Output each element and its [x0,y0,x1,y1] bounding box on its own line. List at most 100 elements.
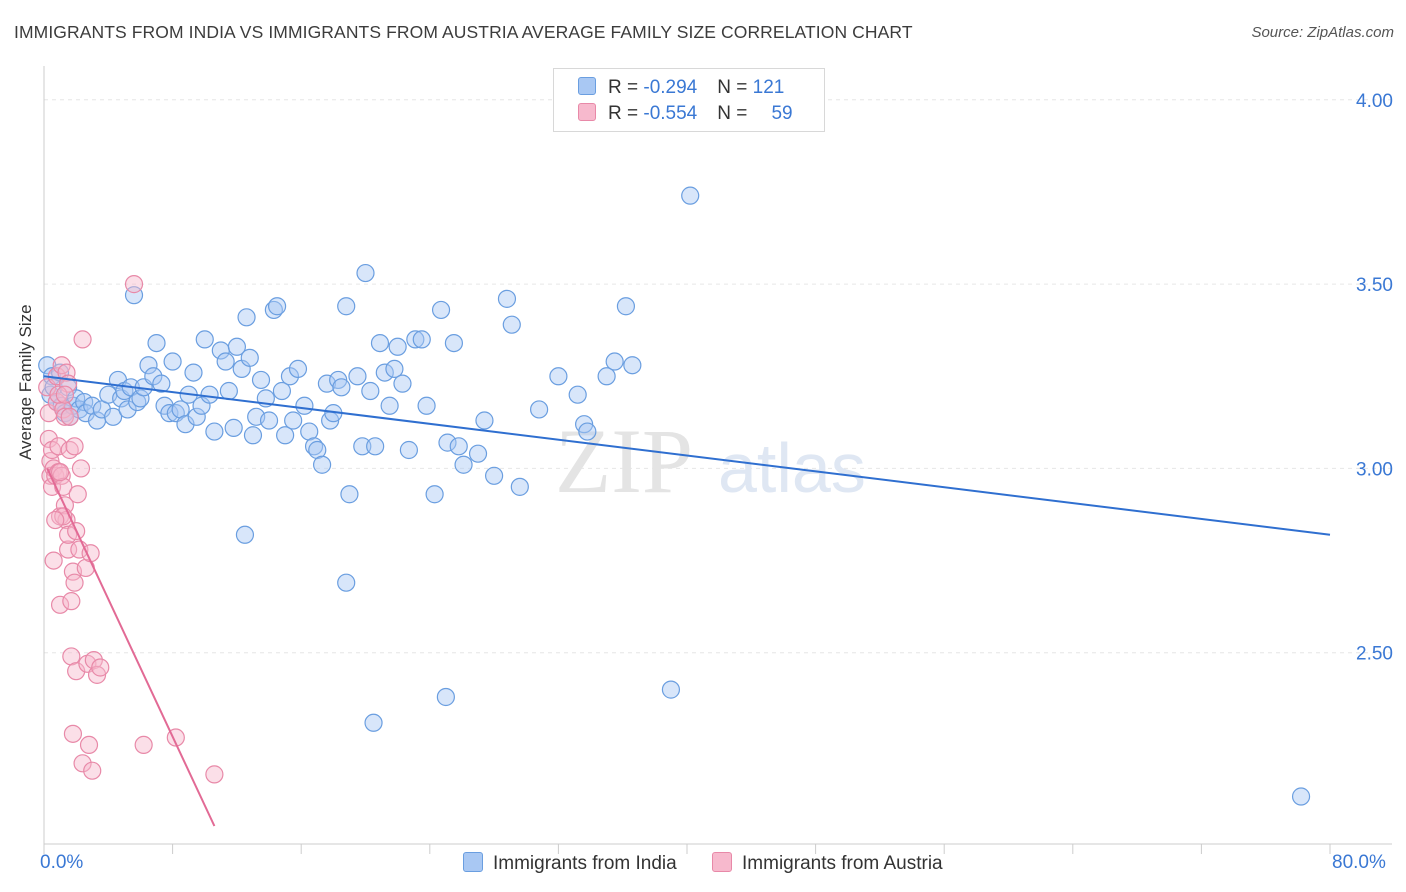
y-tick-label: 2.50 [1356,644,1393,665]
india-point [118,400,137,419]
india-point [370,333,390,353]
austria-point [71,459,91,478]
austria-point [62,592,81,611]
india-point [549,367,568,386]
r-value-austria: -0.554 [643,103,698,124]
india-point [200,385,219,404]
india-point [340,485,359,504]
india-point [160,404,179,423]
india-point [454,455,473,474]
y-tick-labels: 2.50 3.00 3.50 4.00 [1356,91,1393,665]
india-point [605,352,624,371]
series-india-points [38,186,1311,806]
india-point [300,422,319,441]
india-point [364,713,383,732]
stats-legend: R = -0.294 N = 121 R = -0.554 N = 59 [553,68,825,132]
austria-point [60,407,79,426]
austria-point [205,765,224,784]
r-value-india: -0.294 [643,77,698,98]
india-point [348,367,367,386]
y-tick-label: 4.00 [1356,91,1393,112]
india-point [139,356,158,375]
india-point [436,687,455,707]
india-point [444,333,464,353]
india-point [288,359,308,379]
r-label: R = [608,103,644,124]
x-tick-left: 0.0% [40,852,84,873]
india-point [312,455,332,474]
austria-point [67,662,86,681]
austria-point [68,485,87,504]
india-point [243,426,263,445]
n-label: N = [717,103,753,124]
series-legend: Immigrants from India Immigrants from Au… [463,852,973,875]
legend-row-austria: R = -0.554 N = 59 [578,103,793,127]
india-point [308,440,327,460]
india-point [361,381,380,401]
austria-swatch [712,852,733,872]
legend-item-austria[interactable]: Immigrants from Austria [712,852,943,875]
austria-point [55,385,74,404]
austria-point [79,735,99,755]
india-point [332,378,351,397]
austria-point [73,330,92,349]
india-point [219,381,238,401]
india-point [578,422,597,441]
india-point [295,396,314,415]
n-value-india: 121 [752,77,785,98]
austria-point [63,724,83,743]
india-point [388,337,407,356]
india-point [530,400,549,419]
y-tick-label: 3.50 [1356,275,1393,296]
austria-point [49,385,68,404]
india-point [227,337,246,356]
india-point [399,440,419,460]
india-point [417,396,436,415]
watermark-zip: ZIP [555,410,693,512]
india-point [431,300,451,320]
trend-line-india [43,375,1331,536]
austria-point [55,407,74,426]
austria-point [50,463,70,482]
india-point [449,437,468,456]
india-point [187,407,206,426]
india-point [337,573,356,592]
legend-item-india[interactable]: Immigrants from India [463,852,677,875]
india-point [356,263,375,283]
legend-label-austria: Immigrants from Austria [742,853,943,874]
india-point [438,433,457,452]
austria-point [39,429,58,449]
austria-point [83,761,102,780]
austria-point [84,651,103,670]
india-point [176,415,195,434]
india-point [568,385,587,404]
india-point [412,330,431,349]
india-point [267,297,287,316]
austria-point [73,754,92,773]
india-point [237,308,256,327]
austria-point [124,275,144,294]
india-point [366,437,385,456]
india-point [284,411,303,430]
austria-point [65,437,84,456]
chart-title: IMMIGRANTS FROM INDIA VS IMMIGRANTS FROM… [14,22,913,42]
india-point [184,363,203,382]
austria-point [46,510,65,530]
india-point [235,525,255,544]
india-point [152,374,171,393]
austria-point [44,551,63,570]
r-label: R = [608,77,644,98]
india-point [375,363,394,382]
x-tick-right: 80.0% [1332,852,1386,873]
austria-point [62,647,81,666]
austria-point [134,735,153,755]
austria-swatch [578,103,596,121]
india-point [83,396,102,415]
india-point [205,422,224,441]
india-point [623,356,642,375]
india-point [195,330,214,349]
austria-point [49,437,68,456]
n-label: N = [717,77,753,98]
india-point [104,407,123,426]
india-swatch [578,77,596,95]
